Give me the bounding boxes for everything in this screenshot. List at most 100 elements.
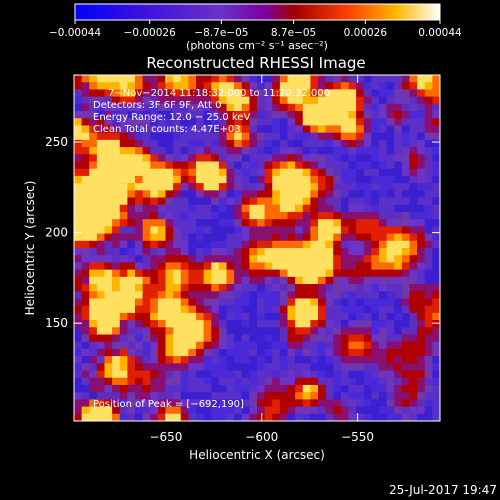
heatmap-cell [241,175,250,184]
heatmap-cell [203,190,212,198]
heatmap-cell [150,125,159,133]
heatmap-cell [272,298,281,306]
heatmap-cell [356,190,365,198]
heatmap-cell [363,384,372,393]
heatmap-cell [386,377,395,386]
heatmap-cell [104,233,113,242]
heatmap-cell [264,219,273,227]
heatmap-cell [386,255,395,263]
heatmap-cell [142,103,151,112]
heatmap-cell [272,204,281,213]
heatmap-cell [356,392,365,400]
heatmap-cell [310,269,319,278]
heatmap-cell [211,406,220,415]
heatmap-cell [356,341,365,350]
heatmap-cell [81,103,90,112]
heatmap-cell [371,96,380,105]
heatmap-cell [196,183,204,191]
heatmap-cell [325,226,334,234]
heatmap-cell [348,284,357,292]
heatmap-cell [135,312,143,321]
heatmap-cell [135,125,143,133]
heatmap-cell [348,269,357,278]
heatmap-cell [279,154,288,162]
heatmap-cell [203,219,212,227]
heatmap-cell [112,377,121,386]
heatmap-cell [135,298,143,306]
heatmap-cell [218,413,227,422]
heatmap-cell [340,392,349,400]
heatmap-cell [257,255,265,263]
heatmap-cell [226,89,235,97]
heatmap-cell [241,305,250,314]
heatmap-cell [96,291,105,299]
heatmap-cell [379,384,387,393]
heatmap-cell [211,204,220,213]
heatmap-cell [394,226,403,234]
x-tick-label: −550 [341,430,374,444]
heatmap-cell [218,406,227,415]
heatmap-cell [173,269,182,278]
heatmap-cell [295,284,304,292]
heatmap-cell [348,392,357,400]
heatmap-cell [211,240,220,249]
heatmap-cell [348,147,357,155]
heatmap-cell [127,284,136,292]
heatmap-cell [386,284,395,292]
heatmap-cell [356,284,365,292]
heatmap-cell [333,125,342,133]
heatmap-cell [165,384,174,393]
heatmap-cell [196,147,204,155]
heatmap-cell [150,370,159,379]
heatmap-cell [119,384,128,393]
heatmap-cell [272,305,281,314]
heatmap-cell [218,284,227,292]
heatmap-cell [135,262,143,270]
heatmap-cell [394,327,403,335]
heatmap-cell [257,132,265,141]
heatmap-cell [173,377,182,386]
heatmap-cell [150,399,159,407]
heatmap-cell [89,125,98,133]
heatmap-cell [401,255,410,263]
heatmap-cell [371,240,380,249]
heatmap-cell [211,384,220,393]
heatmap-cell [257,219,265,227]
heatmap-cell [379,204,387,213]
heatmap-cell [135,413,143,422]
heatmap-cell [180,82,189,90]
heatmap-cell [241,284,250,292]
heatmap-cell [81,370,90,379]
heatmap-cell [249,406,258,415]
heatmap-cell [279,392,288,400]
heatmap-cell [325,132,334,141]
heatmap-cell [318,298,326,306]
heatmap-cell [180,276,189,285]
heatmap-cell [150,118,159,126]
heatmap-cell [318,183,326,191]
heatmap-cell [81,320,90,328]
heatmap-cell [272,89,281,97]
heatmap-cell [226,291,235,299]
heatmap-cell [264,363,273,371]
heatmap-cell [363,219,372,227]
heatmap-cell [279,413,288,422]
heatmap-cell [424,233,433,242]
heatmap-cell [241,139,250,148]
heatmap-cell [104,284,113,292]
heatmap-cell [424,399,433,407]
heatmap-cell [96,312,105,321]
heatmap-cell [211,211,220,220]
heatmap-cell [104,139,113,148]
heatmap-cell [371,334,380,343]
heatmap-cell [302,96,311,105]
heatmap-cell [211,255,220,263]
heatmap-cell [157,320,166,328]
heatmap-cell [119,154,128,162]
heatmap-cell [119,197,128,206]
heatmap-cell [188,219,197,227]
heatmap-cell [165,197,174,206]
heatmap-cell [432,175,441,184]
heatmap-cell [188,197,197,206]
heatmap-cell [119,226,128,234]
